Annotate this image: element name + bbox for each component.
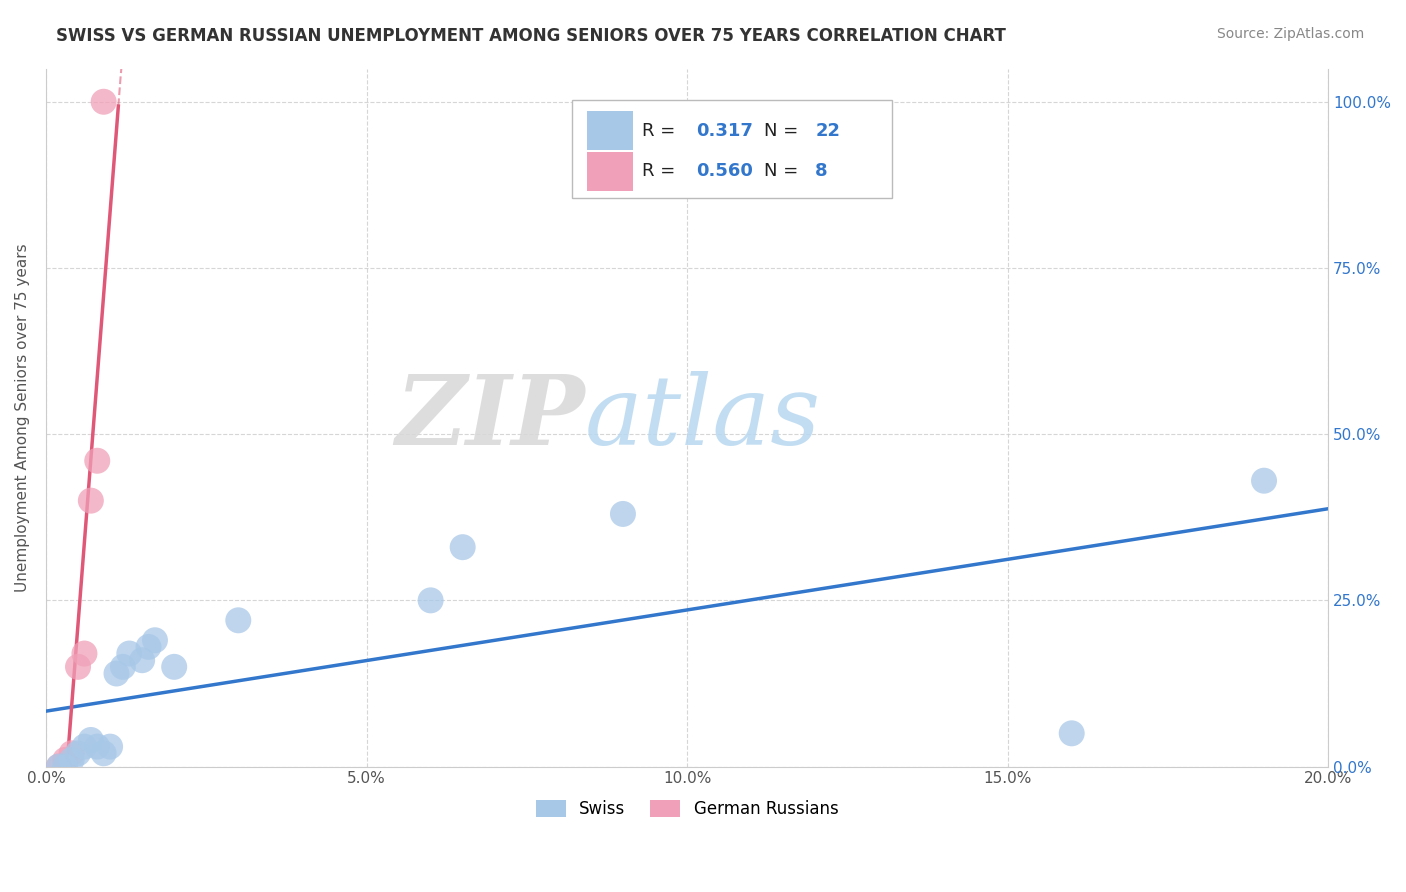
Point — [612, 507, 634, 521]
Text: R =: R = — [643, 162, 681, 180]
Point — [73, 739, 96, 754]
Text: ZIP: ZIP — [395, 370, 585, 465]
Point — [1253, 474, 1275, 488]
Text: N =: N = — [763, 121, 799, 140]
Point — [143, 633, 166, 648]
Point — [105, 666, 128, 681]
Point — [138, 640, 160, 654]
Point — [60, 753, 83, 767]
Point — [226, 613, 249, 627]
Point — [60, 746, 83, 760]
Point — [66, 746, 89, 760]
Point — [419, 593, 441, 607]
Point — [86, 739, 108, 754]
Point — [53, 759, 76, 773]
Text: SWISS VS GERMAN RUSSIAN UNEMPLOYMENT AMONG SENIORS OVER 75 YEARS CORRELATION CHA: SWISS VS GERMAN RUSSIAN UNEMPLOYMENT AMO… — [56, 27, 1007, 45]
Point — [80, 493, 103, 508]
Point — [93, 746, 115, 760]
Point — [1060, 726, 1083, 740]
Text: 22: 22 — [815, 121, 841, 140]
Point — [73, 647, 96, 661]
Legend: Swiss, German Russians: Swiss, German Russians — [529, 793, 845, 824]
Point — [48, 759, 70, 773]
Point — [86, 454, 108, 468]
Point — [131, 653, 153, 667]
Text: Source: ZipAtlas.com: Source: ZipAtlas.com — [1216, 27, 1364, 41]
Text: 0.317: 0.317 — [696, 121, 752, 140]
Text: atlas: atlas — [585, 370, 821, 465]
Point — [66, 660, 89, 674]
Text: N =: N = — [763, 162, 799, 180]
Point — [111, 660, 134, 674]
Y-axis label: Unemployment Among Seniors over 75 years: Unemployment Among Seniors over 75 years — [15, 244, 30, 592]
FancyBboxPatch shape — [588, 152, 633, 191]
Point — [93, 95, 115, 109]
Point — [163, 660, 186, 674]
Point — [98, 739, 121, 754]
Point — [48, 759, 70, 773]
Point — [118, 647, 141, 661]
Text: R =: R = — [643, 121, 681, 140]
Point — [451, 540, 474, 554]
FancyBboxPatch shape — [572, 100, 893, 198]
Text: 8: 8 — [815, 162, 828, 180]
FancyBboxPatch shape — [588, 112, 633, 150]
Text: 0.560: 0.560 — [696, 162, 752, 180]
Point — [53, 753, 76, 767]
Point — [80, 733, 103, 747]
